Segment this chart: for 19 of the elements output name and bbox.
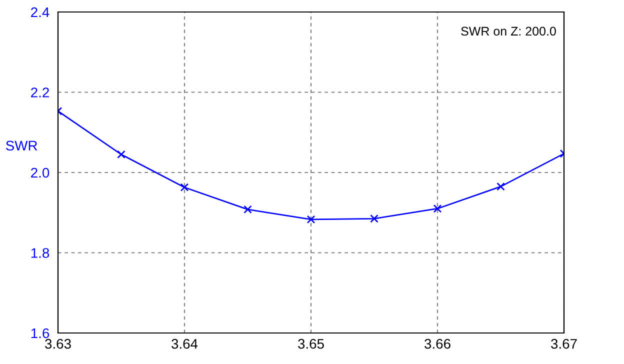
point (496, 182, 505, 191)
point (306, 215, 316, 224)
y-tick-label: 2.2 (31, 88, 49, 98)
point (117, 150, 126, 159)
x-tick-label: 3.67 (551, 338, 577, 349)
annotation: SWR on Z: 200.0 (461, 26, 556, 36)
y-tick-label: 1.8 (31, 248, 50, 258)
point (244, 205, 252, 214)
x-tick-label: 3.64 (172, 338, 198, 349)
y-axis-title: SWR (6, 140, 38, 151)
x-tick-label: 3.66 (424, 338, 450, 349)
point (433, 204, 442, 213)
x-tick-label: 3.65 (298, 338, 324, 349)
x-tick-label: 3.63 (45, 338, 71, 349)
y-tick-label: 2.0 (31, 168, 50, 178)
point (370, 214, 378, 223)
y-tick-label: 1.6 (31, 328, 50, 338)
point (180, 183, 189, 192)
y-tick-label: 2.4 (31, 7, 50, 18)
